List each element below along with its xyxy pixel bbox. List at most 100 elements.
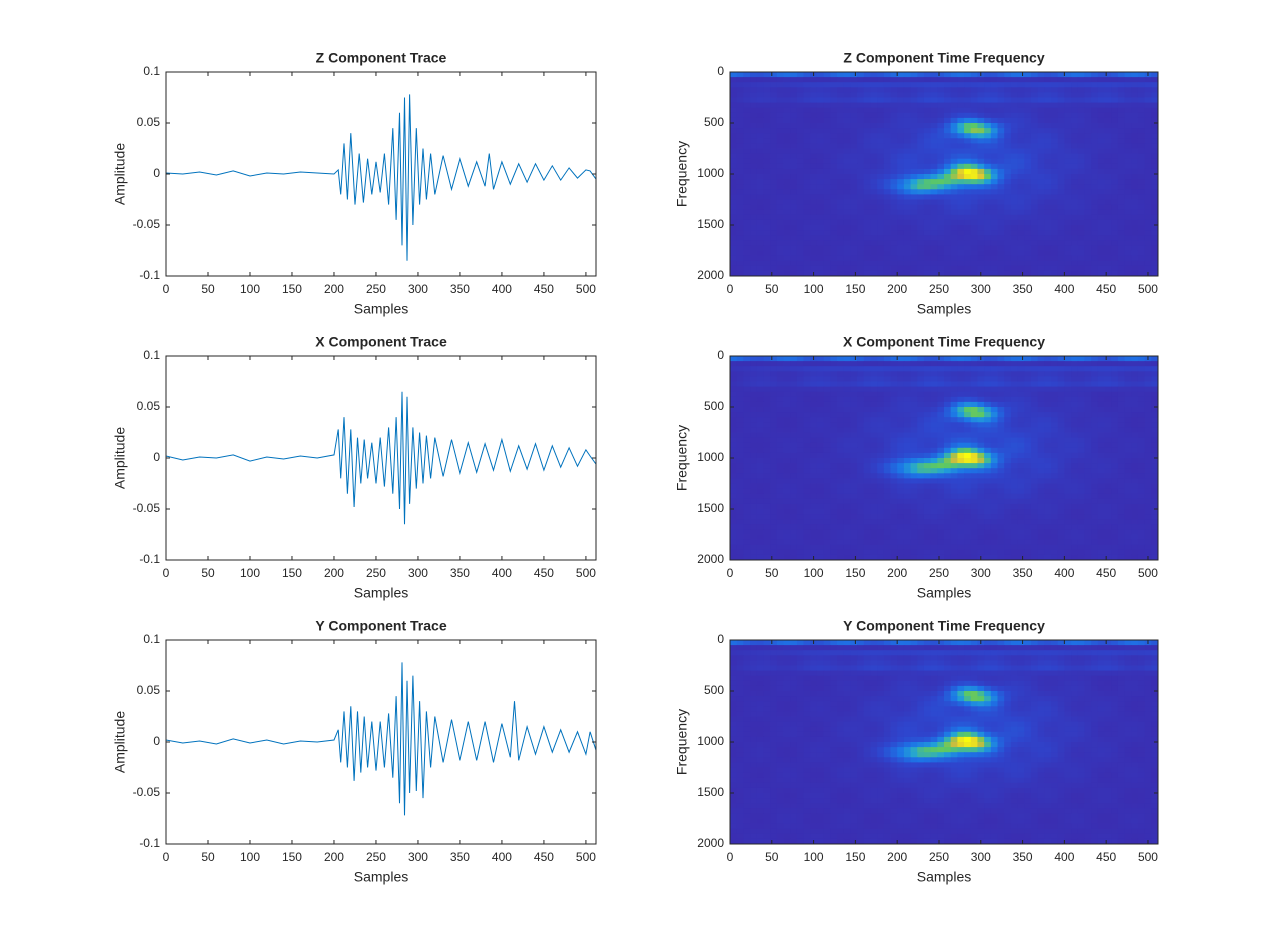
heatmap-cell [970, 265, 979, 272]
heatmap-cell [897, 437, 905, 444]
heatmap-cell [1131, 514, 1139, 520]
heatmap-cell [756, 442, 765, 449]
heatmap-cell [776, 493, 785, 500]
heatmap-cell [910, 488, 918, 495]
heatmap-cell [877, 488, 885, 495]
heatmap-cell [1071, 452, 1079, 459]
heatmap-cell [1010, 209, 1019, 216]
heatmap-cell [783, 128, 791, 134]
heatmap-cell [1077, 493, 1086, 500]
heatmap-cell [1124, 432, 1132, 439]
heatmap-cell [837, 529, 845, 536]
heatmap-cell [756, 422, 765, 428]
heatmap-cell [823, 143, 831, 150]
heatmap-cell [1051, 437, 1059, 444]
heatmap-cell [1037, 209, 1045, 216]
heatmap-cell [903, 77, 912, 83]
heatmap-cell [750, 503, 758, 510]
heatmap-cell [863, 498, 872, 505]
heatmap-cell [830, 230, 838, 236]
heatmap-cell [823, 391, 831, 398]
heatmap-cell [810, 463, 818, 469]
heatmap-cell [1057, 458, 1065, 464]
heatmap-cell [1071, 493, 1079, 500]
heatmap-cell [863, 265, 872, 272]
heatmap-cell [796, 225, 805, 231]
heatmap-cell [903, 432, 912, 439]
heatmap-cell [783, 534, 791, 541]
heatmap-cell [1151, 153, 1158, 160]
heatmap-cell [776, 265, 785, 272]
heatmap-cell [977, 437, 985, 444]
heatmap-cell [796, 396, 805, 403]
heatmap-cell [1097, 97, 1106, 104]
heatmap-cell [756, 77, 765, 83]
heatmap-cell [1137, 77, 1146, 83]
heatmap-cell [843, 401, 851, 408]
heatmap-cell [890, 179, 898, 185]
heatmap-cell [1051, 524, 1059, 530]
heatmap-cell [756, 432, 765, 439]
heatmap-cell [977, 265, 985, 272]
heatmap-cell [823, 153, 831, 160]
heatmap-cell [863, 174, 872, 180]
heatmap-cell [877, 529, 885, 536]
heatmap-cell [796, 412, 805, 418]
heatmap-cell [1104, 255, 1112, 262]
heatmap-cell [903, 396, 912, 403]
heatmap-cell [917, 219, 925, 226]
heatmap-cell [870, 92, 878, 99]
heatmap-cell [1144, 225, 1152, 231]
heatmap-cell [1151, 245, 1158, 252]
heatmap-cell [1084, 437, 1092, 444]
heatmap-cell [1037, 235, 1045, 241]
heatmap-cell [917, 225, 925, 231]
heatmap-cell [1010, 396, 1019, 403]
heatmap-cell [944, 265, 952, 272]
heatmap-cell [750, 396, 758, 403]
heatmap-cell [843, 225, 851, 231]
heatmap-cell [1057, 148, 1065, 155]
spectrogram-image [730, 356, 1158, 560]
heatmap-cell [730, 179, 738, 185]
heatmap-cell [1030, 458, 1039, 464]
heatmap-cell [903, 194, 912, 201]
heatmap-cell [1097, 179, 1106, 185]
heatmap-cell [863, 102, 872, 109]
heatmap-cell [1030, 509, 1039, 515]
heatmap-cell [990, 209, 999, 216]
x-tick-label: 450 [1096, 282, 1116, 296]
heatmap-cell [1004, 498, 1012, 505]
heatmap-cell [897, 463, 905, 469]
heatmap-cell [790, 371, 798, 377]
heatmap-cell [897, 356, 905, 362]
heatmap-cell [1051, 158, 1059, 165]
heatmap-cell [903, 240, 912, 246]
heatmap-cell [930, 260, 938, 267]
heatmap-cell [756, 97, 765, 104]
heatmap-cell [1010, 112, 1019, 119]
heatmap-cell [930, 235, 938, 241]
heatmap-cell [1131, 493, 1139, 500]
heatmap-cell [883, 401, 892, 408]
heatmap-cell [997, 524, 1005, 530]
heatmap-cell [830, 437, 838, 444]
heatmap-cell [1071, 112, 1079, 119]
heatmap-cell [1111, 498, 1119, 505]
heatmap-cell [984, 371, 992, 377]
heatmap-cell [923, 412, 932, 418]
heatmap-cell [1017, 174, 1025, 180]
heatmap-cell [1151, 102, 1158, 109]
heatmap-cell [830, 189, 838, 195]
heatmap-cell [743, 194, 751, 201]
heatmap-cell [937, 270, 945, 276]
heatmap-cell [930, 72, 938, 78]
heatmap-cell [1097, 189, 1106, 195]
heatmap-cell [863, 534, 872, 541]
heatmap-cell [730, 184, 738, 190]
heatmap-cell [1051, 376, 1059, 383]
heatmap-cell [897, 361, 905, 367]
heatmap-cell [743, 123, 751, 129]
heatmap-cell [944, 417, 952, 423]
heatmap-cell [877, 138, 885, 144]
